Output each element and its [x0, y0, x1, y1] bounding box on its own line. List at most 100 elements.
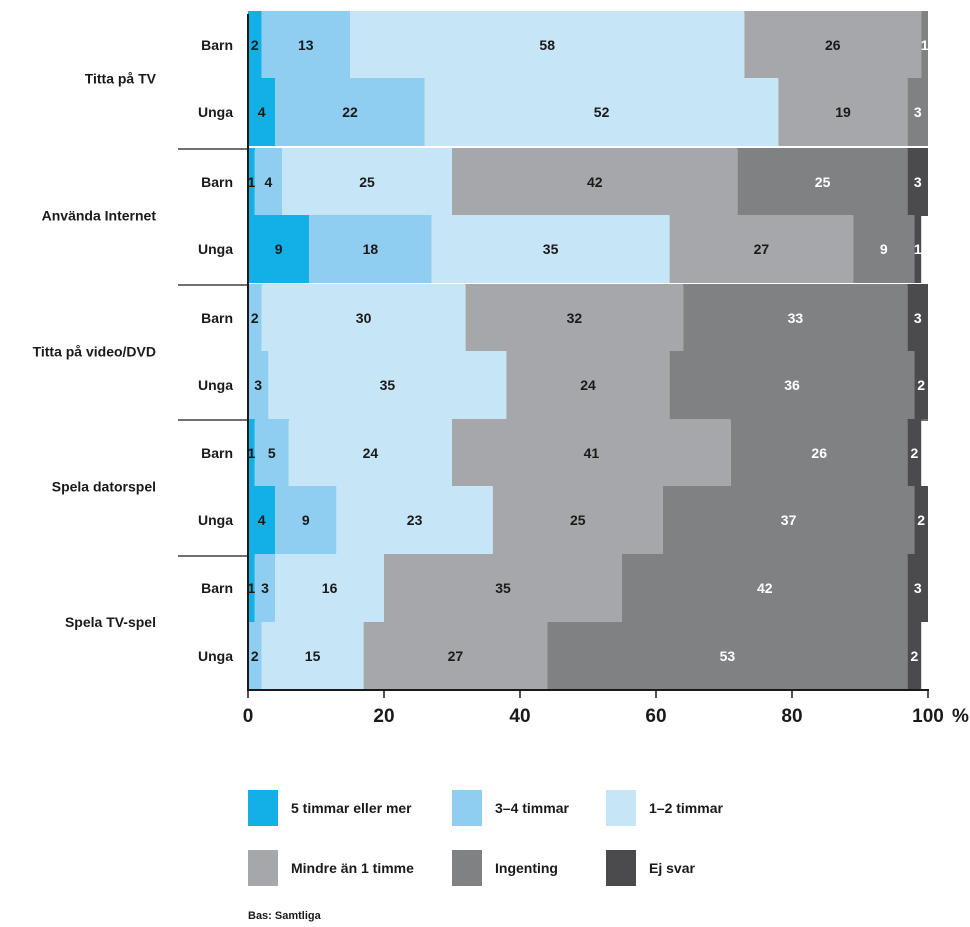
bar-segment	[350, 11, 745, 79]
legend-item: Ej svar	[606, 850, 695, 886]
legend-swatch	[248, 850, 278, 886]
legend-item: 3–4 timmar	[452, 790, 569, 826]
legend-label: 3–4 timmar	[495, 800, 569, 816]
bar-segment	[547, 622, 908, 690]
data-label: 2	[251, 310, 259, 326]
data-label: 3	[914, 310, 922, 326]
data-label: 58	[539, 37, 555, 53]
legend-label: 1–2 timmar	[649, 800, 723, 816]
data-label: 24	[580, 377, 596, 393]
bar-segment	[452, 148, 738, 216]
row-label: Unga	[198, 648, 233, 664]
data-label: 25	[359, 174, 375, 190]
bar-segment	[288, 419, 452, 487]
bar-segment	[261, 11, 350, 79]
row-label: Unga	[198, 512, 233, 528]
data-label: 26	[825, 37, 841, 53]
data-label: 52	[594, 104, 610, 120]
data-label: 37	[781, 512, 797, 528]
bar-segment	[744, 11, 922, 79]
data-label: 9	[880, 241, 888, 257]
row-label: Barn	[201, 445, 233, 461]
data-label: 25	[570, 512, 586, 528]
bar-segment	[452, 419, 731, 487]
legend-swatch	[452, 790, 482, 826]
row-label: Barn	[201, 580, 233, 596]
bar-segment	[254, 554, 276, 622]
data-label: 1	[914, 241, 922, 257]
bar-segment	[907, 419, 922, 487]
bar-segment	[309, 215, 432, 283]
bar-segment	[662, 486, 915, 554]
bar-segment	[683, 284, 908, 352]
bar-segment	[248, 284, 262, 352]
row-label: Unga	[198, 104, 233, 120]
legend-item: Ingenting	[452, 850, 558, 886]
bar-segment	[248, 351, 269, 419]
row-label: Unga	[198, 377, 233, 393]
data-label: 2	[251, 37, 259, 53]
bar-segment	[907, 148, 928, 216]
legend-swatch	[606, 850, 636, 886]
data-label: 2	[917, 512, 925, 528]
group-label: Spela datorspel	[52, 479, 156, 495]
row-label: Barn	[201, 174, 233, 190]
x-unit-label: %	[952, 706, 969, 727]
data-label: 16	[322, 580, 338, 596]
bar-segment	[384, 554, 622, 622]
bar-segment	[261, 622, 364, 690]
data-label: 9	[275, 241, 283, 257]
bar-segment	[275, 486, 337, 554]
row-label: Unga	[198, 241, 233, 257]
legend-label: Mindre än 1 timme	[291, 860, 414, 876]
data-label: 1	[248, 445, 256, 461]
bar-segment	[737, 148, 908, 216]
x-tick-label: 100	[912, 706, 944, 727]
legend-label: Ingenting	[495, 860, 558, 876]
data-label: 27	[754, 241, 770, 257]
data-label: 1	[248, 580, 256, 596]
bar-segment	[248, 419, 255, 487]
bar-segment	[669, 351, 915, 419]
data-label: 15	[305, 648, 321, 664]
data-label: 35	[495, 580, 511, 596]
bar-segment	[254, 419, 289, 487]
data-label: 1	[921, 37, 929, 53]
row-label: Barn	[201, 310, 233, 326]
legend-swatch	[606, 790, 636, 826]
bar-segment	[778, 78, 908, 146]
bar-segment	[336, 486, 493, 554]
bar-segment	[248, 622, 262, 690]
bar-segment	[275, 554, 384, 622]
data-label: 22	[342, 104, 358, 120]
data-label: 3	[914, 174, 922, 190]
data-label: 53	[720, 648, 736, 664]
data-label: 3	[914, 580, 922, 596]
legend-swatch	[248, 790, 278, 826]
data-label: 2	[251, 648, 259, 664]
data-label: 9	[302, 512, 310, 528]
bar-segment	[506, 351, 670, 419]
data-label: 4	[258, 512, 266, 528]
bar-segment	[492, 486, 663, 554]
data-label: 2	[917, 377, 925, 393]
data-label: 13	[298, 37, 314, 53]
data-label: 26	[811, 445, 827, 461]
data-label: 27	[448, 648, 464, 664]
bar-segment	[424, 78, 779, 146]
bar-segment	[275, 78, 425, 146]
footnote: Bas: Samtliga	[248, 910, 321, 922]
legend-label: Ej svar	[649, 860, 695, 876]
bar-segment	[921, 11, 928, 79]
group-label: Titta på TV	[85, 71, 157, 87]
data-label: 35	[543, 241, 559, 257]
bar-segment	[248, 148, 255, 216]
bar-segment	[248, 215, 310, 283]
data-label: 42	[757, 580, 773, 596]
bar-segment	[914, 215, 922, 283]
data-label: 1	[248, 174, 256, 190]
data-label: 5	[268, 445, 276, 461]
legend-item: 1–2 timmar	[606, 790, 723, 826]
bar-segment	[248, 11, 262, 79]
x-tick-label: 80	[781, 706, 802, 727]
